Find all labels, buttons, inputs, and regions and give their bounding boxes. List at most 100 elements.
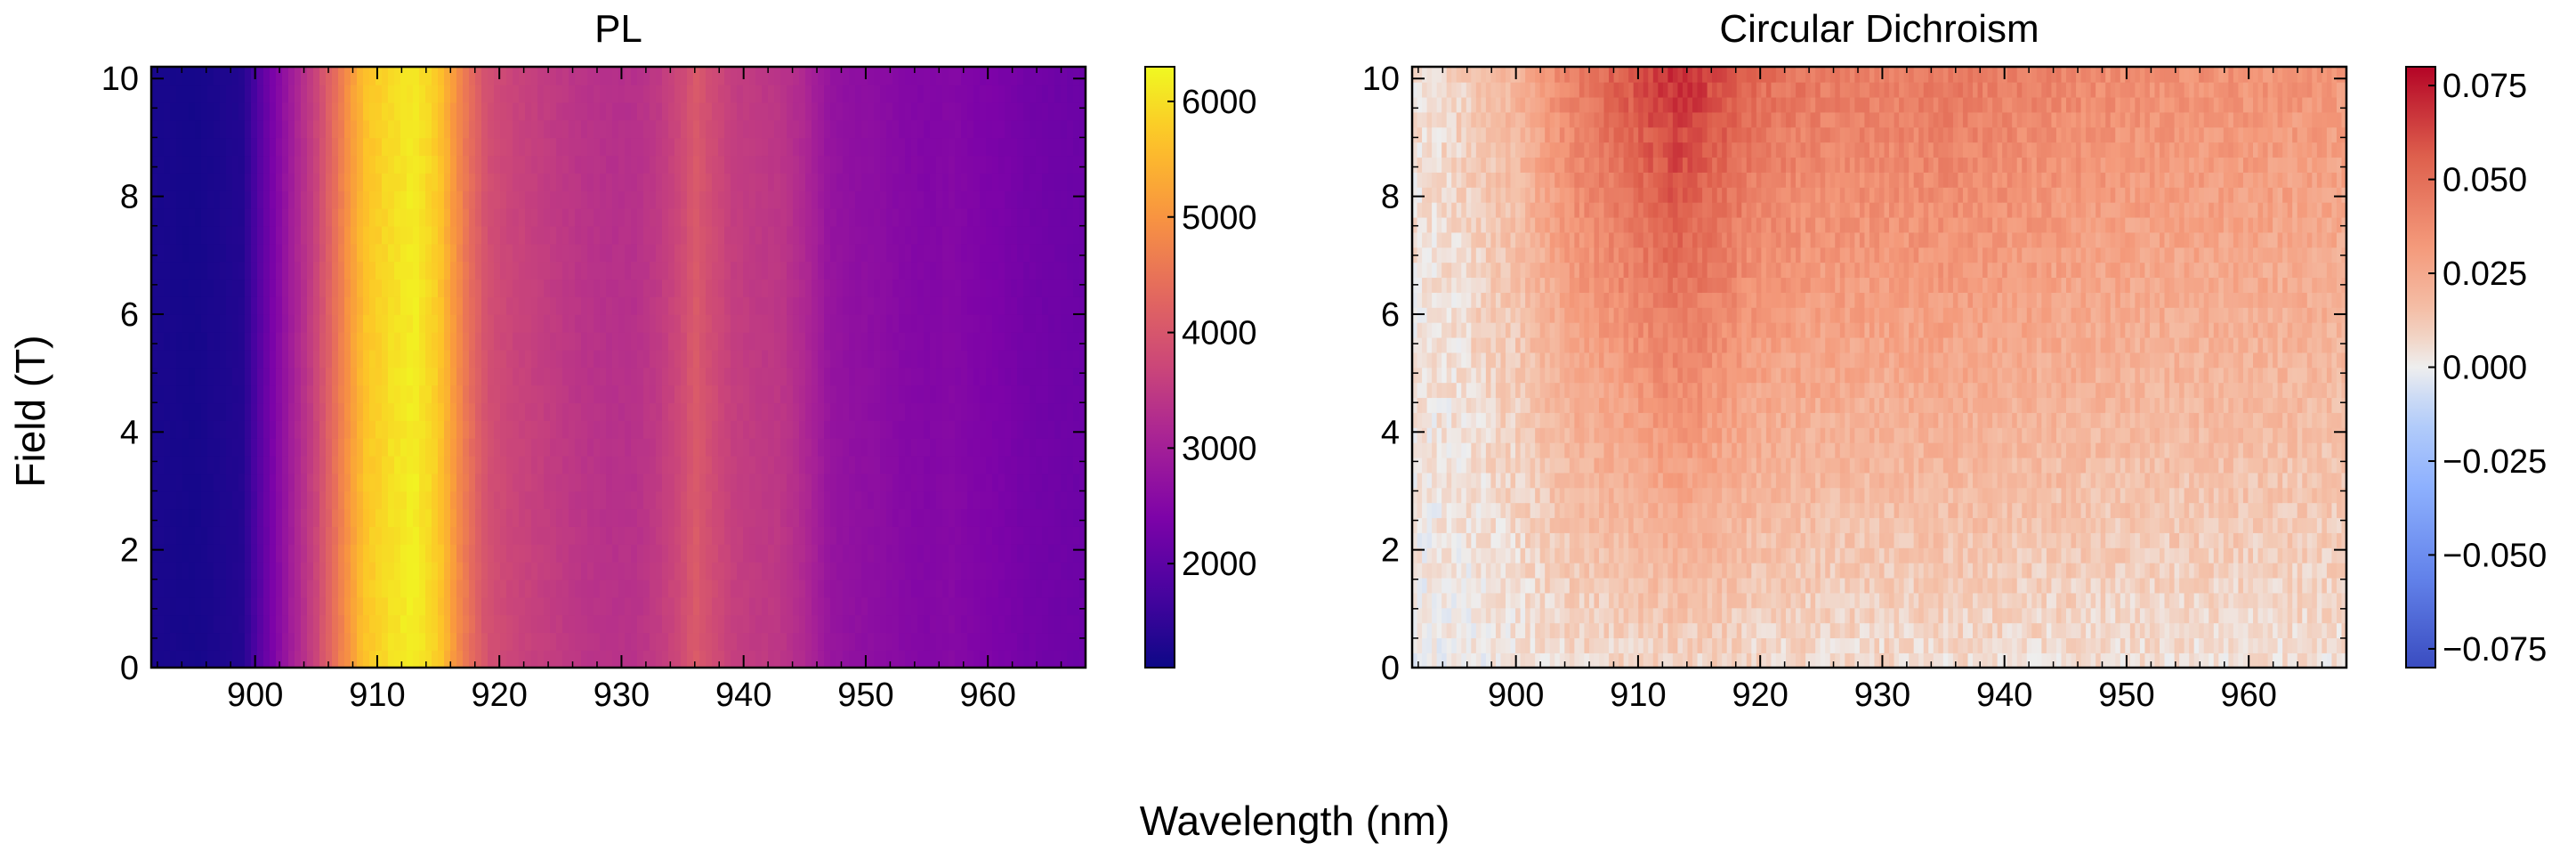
pl-cell — [531, 596, 538, 616]
pl-cell — [494, 561, 501, 580]
pl-cell — [525, 261, 532, 280]
pl-cell — [382, 437, 389, 457]
pl-cell — [270, 614, 277, 634]
pl-cell — [936, 544, 943, 563]
pl-cell — [270, 579, 277, 598]
pl-cell — [799, 155, 806, 174]
pl-cell — [1017, 173, 1024, 191]
pl-cell — [338, 420, 345, 439]
pl-cell — [942, 650, 949, 668]
pl-cell — [544, 349, 551, 369]
pl-cell — [973, 261, 981, 280]
pl-cell — [537, 561, 545, 580]
pl-cell — [656, 579, 663, 598]
pl-cell — [500, 67, 507, 85]
pl-cell — [494, 173, 501, 191]
pl-cell — [444, 243, 451, 263]
pl-cell — [955, 596, 962, 616]
pl-cell — [587, 579, 594, 598]
pl-cell — [868, 331, 875, 351]
pl-cell — [674, 650, 682, 668]
pl-cell — [263, 313, 271, 333]
pl-cell — [812, 261, 819, 280]
pl-cell — [911, 313, 918, 333]
pl-cell — [488, 296, 495, 315]
pl-cell — [164, 579, 171, 598]
pl-cell — [755, 596, 763, 616]
pl-cell — [369, 596, 376, 616]
pl-cell — [899, 67, 906, 85]
pl-cell — [220, 119, 227, 139]
pl-cell — [357, 155, 364, 174]
pl-cell — [587, 190, 594, 209]
pl-cell — [481, 173, 489, 191]
pl-cell — [425, 349, 432, 369]
pl-cell — [618, 296, 626, 315]
pl-cell — [824, 84, 831, 103]
pl-cell — [488, 67, 495, 85]
pl-cell — [438, 526, 445, 545]
pl-cell — [164, 614, 171, 634]
pl-cell — [475, 331, 482, 351]
pl-cell — [768, 367, 775, 386]
pl-cell — [1005, 544, 1012, 563]
pl-cell — [980, 473, 987, 492]
pl-cell — [1036, 455, 1043, 474]
pl-cell — [388, 155, 395, 174]
pl-cell — [625, 561, 632, 580]
pl-cell — [151, 119, 158, 139]
pl-cell — [544, 367, 551, 386]
pl-cell — [949, 437, 956, 457]
pl-cell — [332, 331, 339, 351]
pl-cell — [674, 243, 682, 263]
pl-cell — [594, 279, 601, 297]
pl-cell — [207, 261, 214, 280]
pl-cell — [594, 190, 601, 209]
pl-cell — [594, 508, 601, 527]
pl-cell — [737, 544, 744, 563]
pl-cell — [662, 385, 669, 404]
pl-cell — [1023, 84, 1030, 103]
pl-cell — [830, 101, 837, 121]
pl-cell — [276, 508, 283, 527]
pl-cell — [967, 473, 974, 492]
pl-cell — [843, 279, 850, 297]
pl-cell — [581, 596, 588, 616]
pl-cell — [668, 207, 675, 227]
pl-cell — [151, 101, 158, 121]
pl-cell — [1054, 101, 1062, 121]
pl-cell — [718, 614, 725, 634]
pl-cell — [544, 296, 551, 315]
pl-cell — [270, 331, 277, 351]
pl-cell — [681, 544, 688, 563]
pl-cell — [1054, 614, 1062, 634]
pl-cell — [157, 137, 165, 157]
pl-cell — [363, 544, 370, 563]
pl-cell — [874, 137, 881, 157]
pl-cell — [706, 455, 713, 474]
pl-cell — [394, 207, 401, 227]
pl-cell — [319, 261, 327, 280]
pl-cell — [195, 296, 202, 315]
pl-cell — [519, 614, 526, 634]
pl-cell — [488, 561, 495, 580]
pl-cell — [799, 173, 806, 191]
pl-cell — [799, 526, 806, 545]
pl-cell — [307, 508, 314, 527]
pl-cell — [824, 261, 831, 280]
pl-cell — [519, 402, 526, 421]
pl-cell — [880, 190, 887, 209]
pl-cell — [743, 402, 750, 421]
pl-cell — [1048, 155, 1055, 174]
pl-cell — [1023, 632, 1030, 651]
pl-cell — [569, 508, 576, 527]
pl-cell — [544, 67, 551, 85]
pl-cell — [556, 544, 563, 563]
pl-cell — [481, 207, 489, 227]
pl-cell — [419, 243, 426, 263]
pl-cell — [687, 632, 694, 651]
pl-cell — [182, 207, 190, 227]
pl-cell — [537, 67, 545, 85]
pl-cell — [226, 137, 233, 157]
pl-cell — [699, 119, 707, 139]
